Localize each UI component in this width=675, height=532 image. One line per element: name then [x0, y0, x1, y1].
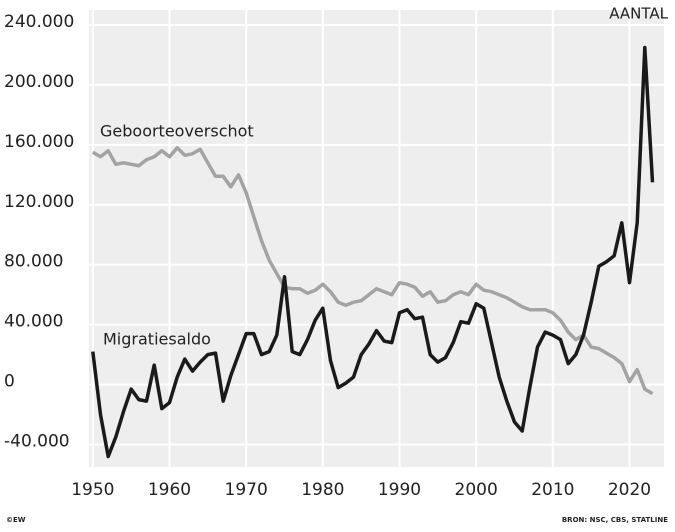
x-tick-label: 1980: [301, 480, 344, 500]
y-tick-label: -40.000: [4, 432, 70, 452]
y-tick-label: 40.000: [4, 312, 63, 332]
x-tick-label: 1960: [148, 480, 191, 500]
y-tick-label: 200.000: [4, 72, 74, 92]
y-tick-label: 120.000: [4, 192, 74, 212]
credit: ©EW: [6, 516, 26, 524]
x-tick-label: 1970: [225, 480, 268, 500]
series-label: Geboorteoverschot: [100, 122, 254, 141]
unit-label: AANTAL: [609, 5, 668, 23]
x-tick-label: 2010: [531, 480, 574, 500]
plot-background: [89, 10, 664, 467]
x-tick-label: 2020: [608, 480, 651, 500]
series-line: [91, 45, 655, 459]
x-tick-label: 2000: [455, 480, 498, 500]
y-tick-label: 240.000: [4, 12, 74, 32]
grid: [89, 10, 664, 467]
series-label: Migratiesaldo: [103, 330, 211, 349]
y-tick-label: 0: [4, 372, 15, 392]
series-line: [91, 146, 654, 396]
y-tick-label: 160.000: [4, 132, 74, 152]
source: BRON: NSC, CBS, STATLINE: [562, 516, 668, 524]
x-tick-label: 1950: [71, 480, 114, 500]
y-tick-label: 80.000: [4, 252, 63, 272]
x-tick-label: 1990: [378, 480, 421, 500]
